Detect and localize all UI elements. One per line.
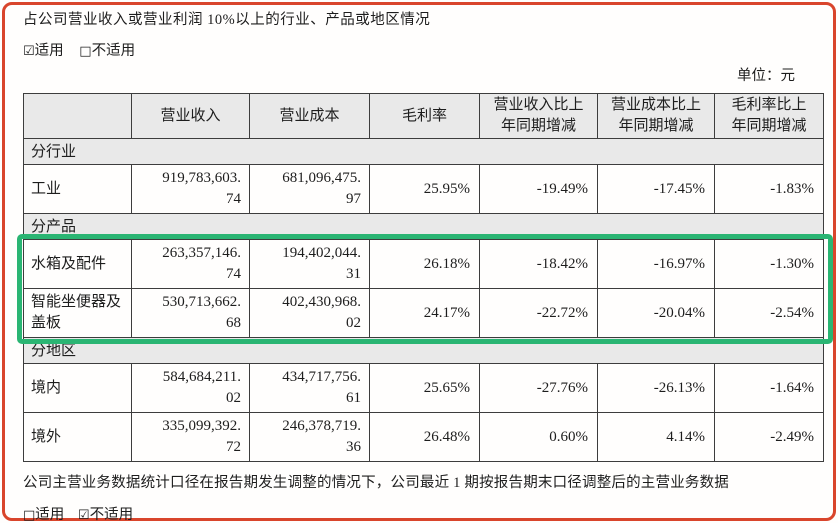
cell-revenue: 584,684,211. 02 [131, 363, 250, 413]
cell-percent-5: -2.49% [714, 412, 824, 462]
not-applicable-label-bottom: 不适用 [89, 507, 134, 523]
cell-percent-3: -27.76% [479, 363, 598, 413]
column-header-5: 营业成本比上年同期增减 [597, 93, 715, 139]
cell-percent-3: -18.42% [479, 239, 598, 289]
cell-revenue: 919,783,603. 74 [131, 164, 250, 214]
cell-percent-4: -26.13% [597, 363, 715, 413]
applicable-option: ☑适用 [23, 41, 64, 62]
not-applicable-label: 不适用 [91, 43, 136, 59]
section-title: 占公司营业收入或营业利润 10%以上的行业、产品或地区情况 [23, 12, 431, 28]
cell-cost: 194,402,044. 31 [249, 239, 370, 289]
cell-percent-2: 26.18% [369, 239, 480, 289]
row-label: 工业 [23, 164, 132, 214]
footer-note: 公司主营业务数据统计口径在报告期发生调整的情况下，公司最近 1 期按报告期末口径… [23, 475, 729, 491]
cell-percent-4: 4.14% [597, 412, 715, 462]
not-applicable-option: □不适用 [79, 41, 135, 62]
checked-checkbox-icon: ☑ [77, 508, 90, 523]
column-header-3: 毛利率 [369, 93, 480, 139]
cell-percent-3: 0.60% [479, 412, 598, 462]
cell-cost: 434,717,756. 61 [249, 363, 370, 413]
cell-cost: 246,378,719. 36 [249, 412, 370, 462]
not-applicable-option-bottom: ☑不适用 [78, 505, 133, 523]
unit-label: 单位：元 [737, 68, 795, 84]
section-row: 分产品 [23, 213, 824, 240]
top-applicability-line: ☑适用 □不适用 [23, 41, 823, 62]
unchecked-checkbox-icon: □ [79, 44, 92, 59]
bottom-applicability-line: □适用 ☑不适用 [23, 505, 823, 523]
column-header-0 [23, 93, 132, 139]
row-label: 智能坐便器及盖板 [23, 288, 132, 338]
cell-percent-4: -17.45% [597, 164, 715, 214]
applicable-label: 适用 [34, 43, 64, 59]
document-content: 占公司营业收入或营业利润 10%以上的行业、产品或地区情况 ☑适用 □不适用 单… [23, 10, 824, 523]
row-label: 水箱及配件 [23, 239, 132, 289]
cell-percent-5: -2.54% [714, 288, 824, 338]
cell-percent-2: 26.48% [369, 412, 480, 462]
section-row: 分地区 [23, 337, 824, 364]
column-header-2: 营业成本 [249, 93, 370, 139]
cell-percent-5: -1.83% [714, 164, 824, 214]
main-business-table: 营业收入 营业成本 毛利率 营业收入比上年同期增减 营业成本比上年同期增减 毛利率比上年同… [23, 93, 824, 462]
section-row: 分行业 [23, 138, 824, 165]
column-header-1: 营业收入 [131, 93, 250, 139]
unchecked-checkbox-icon: □ [23, 508, 36, 523]
section-label: 分行业 [23, 138, 824, 165]
section-label: 分地区 [23, 337, 824, 364]
cell-percent-2: 25.95% [369, 164, 480, 214]
column-header-4: 营业收入比上年同期增减 [479, 93, 598, 139]
cell-percent-5: -1.30% [714, 239, 824, 289]
cell-percent-4: -20.04% [597, 288, 715, 338]
applicable-label-bottom: 适用 [35, 507, 65, 523]
cell-percent-4: -16.97% [597, 239, 715, 289]
row-label: 境外 [23, 412, 132, 462]
applicable-option-bottom: □适用 [23, 505, 64, 523]
data-row: 境外 335,099,392. 72 246,378,719. 36 26.48% 0.60… [23, 412, 824, 462]
section-label: 分产品 [23, 213, 824, 240]
column-header-6: 毛利率比上年同期增减 [714, 93, 824, 139]
cell-percent-3: -22.72% [479, 288, 598, 338]
cell-percent-2: 25.65% [369, 363, 480, 413]
table-header-row: 营业收入 营业成本 毛利率 营业收入比上年同期增减 营业成本比上年同期增减 毛利率比上年同… [23, 93, 824, 139]
cell-percent-2: 24.17% [369, 288, 480, 338]
data-row: 工业 919,783,603. 74 681,096,475. 97 25.95% -19.… [23, 164, 824, 214]
cell-revenue: 530,713,662. 68 [131, 288, 250, 338]
cell-cost: 681,096,475. 97 [249, 164, 370, 214]
row-label: 境内 [23, 363, 132, 413]
data-row: 境内 584,684,211. 02 434,717,756. 61 25.65% -27.… [23, 363, 824, 413]
data-row: 水箱及配件 263,357,146. 74 194,402,044. 31 26.18% -… [23, 239, 824, 289]
cell-revenue: 335,099,392. 72 [131, 412, 250, 462]
cell-cost: 402,430,968. 02 [249, 288, 370, 338]
cell-percent-5: -1.64% [714, 363, 824, 413]
data-row: 智能坐便器及盖板 530,713,662. 68 402,430,968. 02 24.1… [23, 288, 824, 338]
cell-revenue: 263,357,146. 74 [131, 239, 250, 289]
checked-checkbox-icon: ☑ [23, 44, 35, 59]
cell-percent-3: -19.49% [479, 164, 598, 214]
